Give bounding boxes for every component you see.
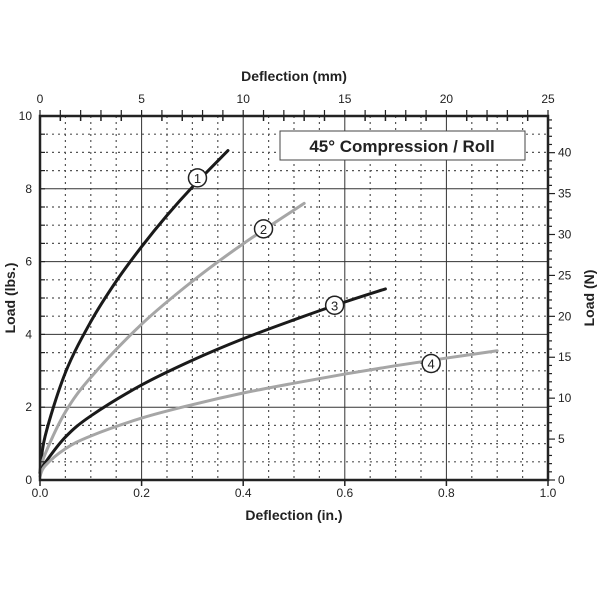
x2-tick-label: 20 <box>440 92 454 106</box>
x2-tick-label: 10 <box>237 92 251 106</box>
x-tick-label: 0.6 <box>336 486 353 500</box>
y2-tick-label: 15 <box>558 350 572 364</box>
series-3-line <box>38 287 387 475</box>
series-1-line <box>38 149 230 475</box>
y2-tick-label: 10 <box>558 391 572 405</box>
y2-tick-label: 40 <box>558 146 572 160</box>
y2-tick-label: 30 <box>558 227 572 241</box>
series-1-marker <box>187 168 208 188</box>
x2-tick-label: 15 <box>338 92 352 106</box>
series-2-line <box>38 201 306 475</box>
y-axis-label: Load (lbs.) <box>2 263 18 334</box>
series-4-label: 4 <box>428 357 435 372</box>
x2-axis-label: Deflection (mm) <box>241 68 347 84</box>
legend-box <box>279 130 526 161</box>
y2-tick-label: 20 <box>558 309 572 323</box>
x-tick-label: 0.2 <box>133 486 150 500</box>
y2-tick-label: 5 <box>558 432 565 446</box>
x2-tick-label: 25 <box>541 92 555 106</box>
x-tick-label: 0.4 <box>235 486 252 500</box>
y2-tick-label: 0 <box>558 473 565 487</box>
x2-tick-label: 0 <box>37 92 44 106</box>
y2-tick-label: 25 <box>558 268 572 282</box>
x-tick-label: 0.8 <box>438 486 455 500</box>
y2-tick-label: 35 <box>558 187 572 201</box>
series-3-marker <box>324 295 345 316</box>
y-tick-label: 8 <box>25 182 32 196</box>
x-axis-label: Deflection (in.) <box>245 507 342 523</box>
series-4-line <box>38 349 499 478</box>
series-3-label: 3 <box>331 298 338 313</box>
y-tick-label: 0 <box>25 473 32 487</box>
y-tick-label: 2 <box>25 400 32 414</box>
y2-axis-label: Load (N) <box>581 270 597 327</box>
x-tick-label: 1.0 <box>540 486 557 500</box>
y-tick-label: 4 <box>25 327 32 341</box>
series-2-label: 2 <box>260 222 267 237</box>
series-1-label: 1 <box>194 171 201 186</box>
y-tick-label: 6 <box>25 255 32 269</box>
x2-tick-label: 5 <box>138 92 145 106</box>
chart-title: 45° Compression / Roll <box>309 137 494 156</box>
series-2-marker <box>253 219 274 239</box>
y-tick-label: 10 <box>19 109 33 123</box>
x-tick-label: 0.0 <box>32 486 49 500</box>
series-4-marker <box>421 353 441 374</box>
